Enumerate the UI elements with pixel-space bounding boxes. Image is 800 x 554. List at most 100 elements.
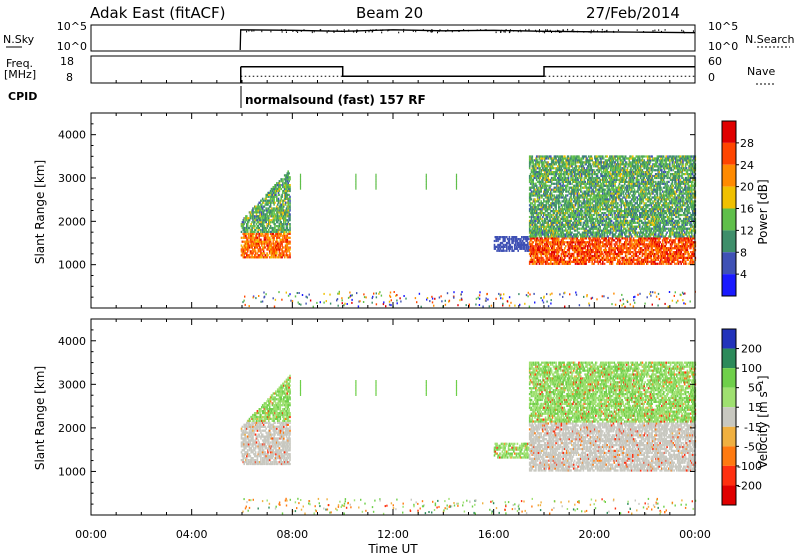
echo-cell [559,178,562,181]
echo-cell [607,190,609,193]
echo-cell [582,251,585,254]
echo-cell [534,223,536,226]
echo-cell [568,208,571,211]
echo-cell [595,178,598,181]
echo-cell [572,208,575,211]
echo-cell [556,243,558,246]
echo-cell [561,159,564,162]
echo-cell [571,202,573,205]
echo-cell [536,258,539,261]
echo-cell [284,184,287,187]
echo-cell [553,221,556,224]
echo-cell [595,206,597,209]
echo-cell [282,230,284,233]
echo-cell [572,210,574,213]
echo-cell [540,190,542,193]
echo-cell [259,240,261,243]
echo-cell [611,165,614,168]
echo-cell [569,262,571,265]
echo-cell [274,250,276,253]
echo-cell [270,242,273,245]
echo-cell [532,245,534,248]
echo-cell [283,219,285,222]
echo-cell [591,169,593,172]
echo-cell [242,240,245,243]
echo-cell [527,241,529,245]
echo-cell [582,258,585,261]
echo-cell [521,241,523,245]
echo-cell [590,173,593,176]
echo-cell [572,174,574,178]
echo-cell [263,225,266,228]
echo-cell [550,194,552,197]
echo-cell [579,210,581,213]
echo-cell [545,157,548,160]
echo-cell [600,161,602,164]
echo-cell [280,205,282,208]
echo-cell [588,213,591,217]
echo-cell [571,210,573,213]
echo-cell [514,247,517,250]
echo-cell [543,194,545,197]
echo-cell [572,180,574,183]
echo-cell [594,200,596,203]
echo-cell [261,223,264,226]
echo-cell [572,206,574,209]
echo-cell [615,219,617,222]
echo-cell [583,198,586,201]
echo-cell [289,176,291,179]
echo-cell [572,159,574,162]
echo-cell [580,235,583,238]
nsky-point [348,29,350,31]
echo-cell [581,210,584,213]
echo-cell [537,176,540,180]
echo-cell [280,225,282,228]
echo-cell [578,161,580,164]
echo-cell [246,215,248,218]
echo-cell [609,180,611,183]
echo-cell [614,206,616,209]
echo-cell [263,209,266,212]
echo-cell [506,247,508,250]
echo-cell [605,198,608,201]
echo-cell [580,235,582,238]
echo-cell [281,209,283,212]
echo-cell [282,240,284,243]
echo-cell [577,180,579,183]
echo-cell [508,243,511,246]
echo-cell [251,221,253,224]
echo-cell [531,174,534,178]
echo-cell [591,202,593,205]
echo-cell [565,159,568,162]
echo-cell [558,254,560,258]
echo-cell [529,219,532,222]
echo-cell [566,221,569,224]
echo-cell [561,249,564,252]
echo-cell [246,244,249,247]
echo-cell [583,200,586,203]
echo-cell [601,167,603,170]
echo-cell [605,254,608,258]
echo-cell [566,194,569,197]
echo-cell [529,251,532,254]
echo-cell [587,206,590,209]
echo-cell [584,171,586,174]
echo-cell [532,206,534,209]
echo-cell [249,225,252,228]
nsky-line [239,29,696,51]
echo-cell [584,260,586,263]
echo-cell [590,227,593,230]
echo-cell [277,197,280,200]
echo-cell [598,256,601,259]
nsky-tick-bottom: 10^0 [57,40,87,53]
echo-cell [577,219,579,222]
echo-cell [603,167,606,170]
echo-cell [240,244,243,247]
echo-cell [584,173,586,176]
echo-cell [604,221,607,224]
echo-cell [612,202,615,205]
echo-cell [559,184,562,187]
echo-cell [557,176,559,180]
echo-cell [609,192,611,195]
echo-cell [556,229,558,232]
